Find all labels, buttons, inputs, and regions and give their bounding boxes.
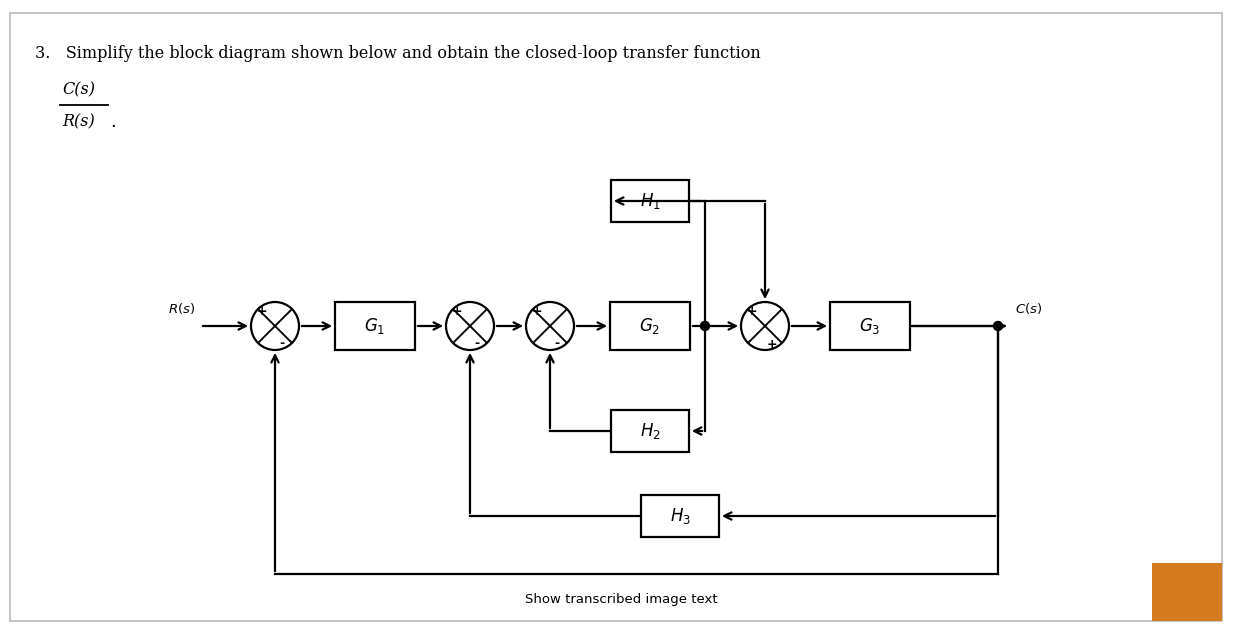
FancyBboxPatch shape <box>10 13 1222 621</box>
FancyBboxPatch shape <box>610 302 691 350</box>
FancyBboxPatch shape <box>1153 563 1222 621</box>
Circle shape <box>700 322 709 331</box>
Text: $H_2$: $H_2$ <box>640 421 661 441</box>
FancyBboxPatch shape <box>611 410 689 452</box>
Circle shape <box>741 302 789 350</box>
FancyBboxPatch shape <box>611 180 689 222</box>
Text: -: - <box>279 338 284 350</box>
Text: R(s): R(s) <box>62 113 94 130</box>
Circle shape <box>251 302 299 350</box>
Text: +: + <box>766 338 777 350</box>
Text: +: + <box>746 305 758 317</box>
Text: $C(s)$: $C(s)$ <box>1015 300 1042 315</box>
Text: 3.   Simplify the block diagram shown below and obtain the closed-loop transfer : 3. Simplify the block diagram shown belo… <box>35 46 761 62</box>
Text: -: - <box>555 338 560 350</box>
Text: C(s): C(s) <box>62 81 94 99</box>
FancyBboxPatch shape <box>335 302 415 350</box>
Text: -: - <box>474 338 479 350</box>
Text: Show transcribed image text: Show transcribed image text <box>524 593 718 605</box>
Text: +: + <box>257 305 267 317</box>
Text: $H_1$: $H_1$ <box>640 191 661 211</box>
Circle shape <box>994 322 1002 331</box>
Text: $G_3$: $G_3$ <box>859 316 881 336</box>
Text: $R(s)$: $R(s)$ <box>168 300 195 315</box>
FancyBboxPatch shape <box>830 302 910 350</box>
Circle shape <box>527 302 574 350</box>
Text: +: + <box>532 305 542 317</box>
Text: $G_2$: $G_2$ <box>640 316 661 336</box>
Text: +: + <box>452 305 462 317</box>
Text: $H_3$: $H_3$ <box>669 506 691 526</box>
Text: .: . <box>111 113 116 131</box>
FancyBboxPatch shape <box>641 495 719 537</box>
Text: $G_1$: $G_1$ <box>364 316 385 336</box>
Circle shape <box>446 302 494 350</box>
